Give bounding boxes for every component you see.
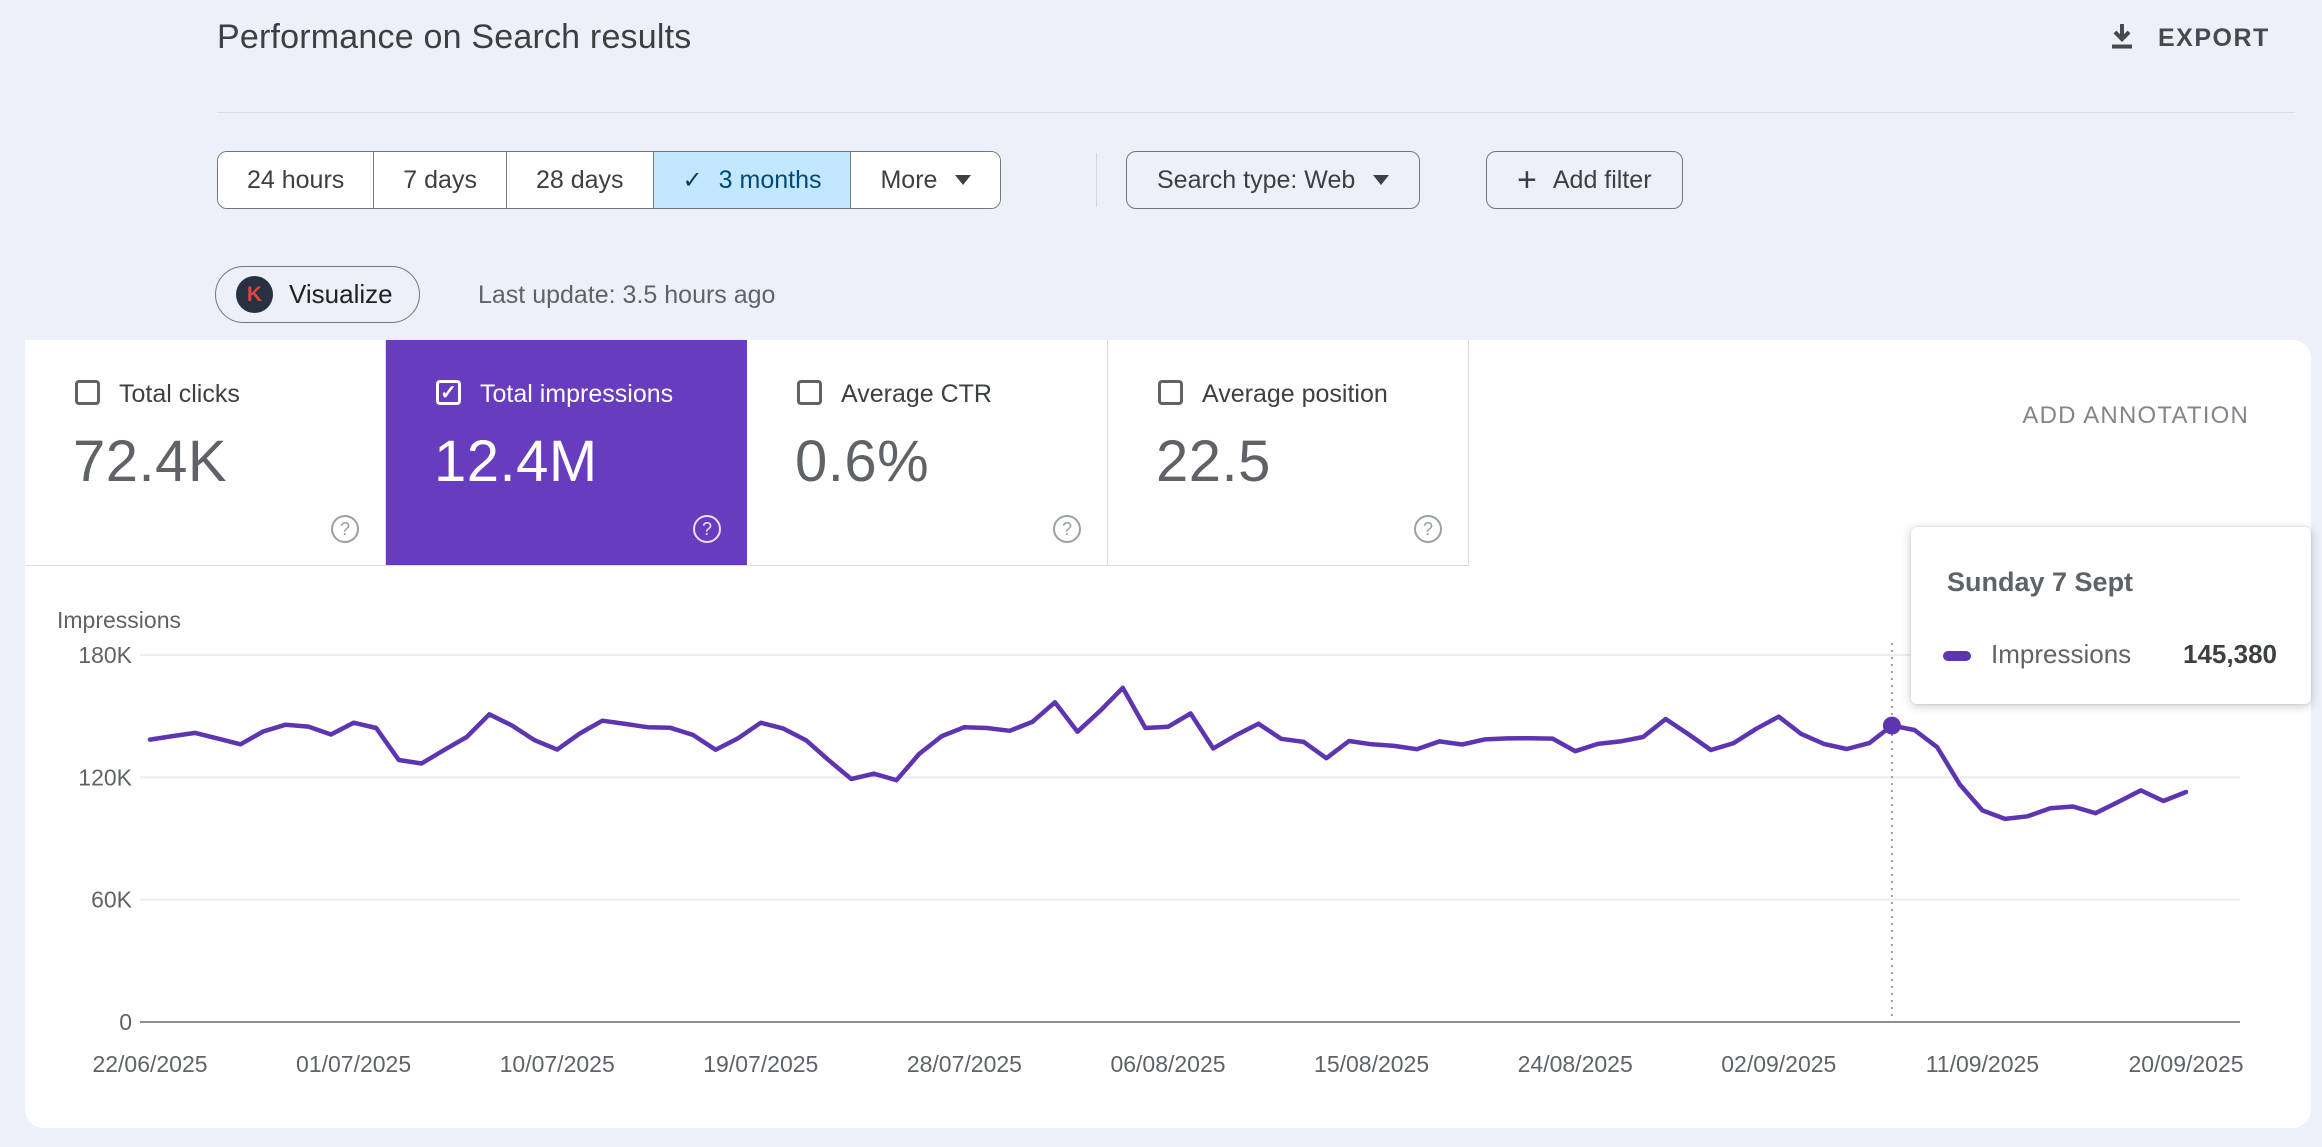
- add-annotation-button[interactable]: ADD ANNOTATION: [2022, 402, 2249, 429]
- metric-value: 12.4M: [434, 429, 598, 494]
- range-label: 7 days: [403, 165, 477, 194]
- search-type-label: Search type: Web: [1157, 165, 1356, 194]
- checkbox-unchecked-icon[interactable]: [797, 380, 822, 405]
- checkbox-unchecked-icon[interactable]: [75, 380, 100, 405]
- export-button[interactable]: EXPORT: [2106, 16, 2270, 60]
- help-icon[interactable]: ?: [1414, 515, 1442, 543]
- metric-card-total-clicks[interactable]: Total clicks 72.4K ?: [25, 340, 386, 565]
- checkbox-checked-icon[interactable]: ✓: [436, 380, 461, 405]
- metric-label: Average CTR: [841, 380, 992, 408]
- last-update-text: Last update: 3.5 hours ago: [478, 281, 776, 309]
- range-label: 24 hours: [247, 165, 345, 194]
- search-type-dropdown[interactable]: Search type: Web: [1126, 151, 1421, 209]
- add-filter-button[interactable]: + Add filter: [1486, 151, 1683, 209]
- help-icon[interactable]: ?: [1053, 515, 1081, 543]
- help-icon[interactable]: ?: [331, 515, 359, 543]
- download-icon: [2106, 20, 2138, 57]
- range-3-months[interactable]: ✓ 3 months: [652, 152, 851, 208]
- metric-card-average-ctr[interactable]: Average CTR 0.6% ?: [747, 340, 1108, 565]
- impressions-series-swatch: [1943, 651, 1971, 661]
- tooltip-value: 145,380: [2183, 639, 2277, 669]
- metric-value: 22.5: [1156, 429, 1271, 494]
- y-axis-title: Impressions: [57, 607, 181, 633]
- help-icon[interactable]: ?: [693, 515, 721, 543]
- page-title: Performance on Search results: [217, 18, 692, 56]
- chart-tooltip: Sunday 7 Sept Impressions 145,380: [1911, 527, 2311, 704]
- range-label: 3 months: [718, 165, 822, 194]
- header-divider: [217, 112, 2295, 113]
- cards-bottom-divider: [25, 565, 1469, 566]
- checkbox-unchecked-icon[interactable]: [1158, 380, 1183, 405]
- visualize-button[interactable]: K Visualize: [215, 266, 420, 323]
- chevron-down-icon: [1373, 175, 1390, 185]
- checkmark-icon: ✓: [682, 166, 703, 194]
- tooltip-series-label: Impressions: [1991, 639, 2132, 669]
- metric-value: 0.6%: [795, 429, 930, 494]
- metric-label: Total impressions: [480, 380, 674, 408]
- filter-divider: [1096, 153, 1097, 207]
- metric-card-average-position[interactable]: Average position 22.5 ?: [1108, 340, 1469, 565]
- performance-panel: Total clicks 72.4K ? ✓ Total impressions…: [25, 340, 2311, 1128]
- chevron-down-icon: [955, 175, 972, 185]
- add-filter-label: Add filter: [1552, 165, 1652, 194]
- date-range-segmented-control: 24 hours 7 days 28 days ✓ 3 months More: [217, 151, 1002, 209]
- metric-card-total-impressions[interactable]: ✓ Total impressions 12.4M ?: [386, 340, 747, 565]
- range-28-days[interactable]: 28 days: [505, 152, 653, 208]
- metric-label: Total clicks: [119, 380, 240, 408]
- range-24-hours[interactable]: 24 hours: [218, 152, 374, 208]
- metric-label: Average position: [1202, 380, 1388, 408]
- range-label: 28 days: [535, 165, 624, 194]
- more-label: More: [880, 165, 938, 194]
- metric-value: 72.4K: [73, 429, 228, 494]
- plus-icon: +: [1517, 161, 1537, 199]
- range-more-dropdown[interactable]: More: [850, 152, 1001, 208]
- visualize-label: Visualize: [289, 279, 393, 309]
- export-label: EXPORT: [2158, 23, 2270, 52]
- tooltip-date: Sunday 7 Sept: [1947, 567, 2134, 597]
- range-7-days[interactable]: 7 days: [373, 152, 506, 208]
- keyword-extension-icon: K: [236, 276, 273, 313]
